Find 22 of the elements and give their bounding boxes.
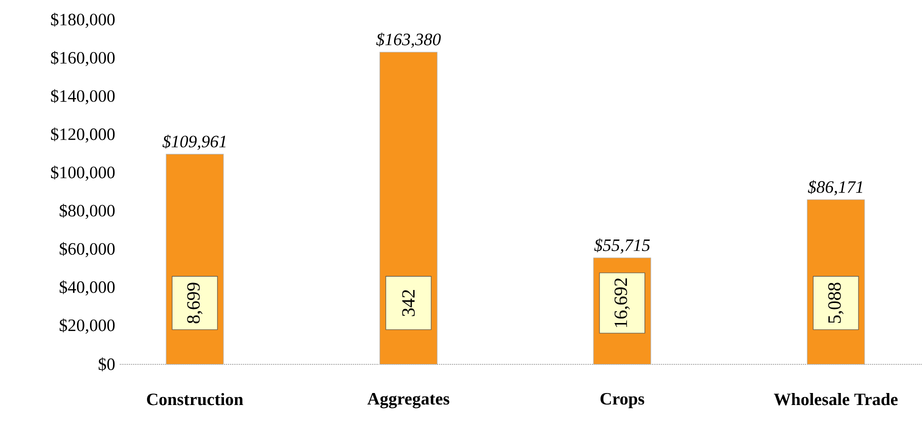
y-tick-label: $40,000	[60, 280, 115, 296]
annotation: 16,692	[614, 278, 630, 328]
y-tick-label: $140,000	[51, 89, 115, 104]
y-tick-label: $20,000	[60, 318, 115, 334]
data-label: $109,961	[162, 134, 226, 150]
y-tick-label: $180,000	[51, 12, 115, 28]
x-tick-label: Crops	[600, 393, 644, 408]
data-label: $163,380	[376, 32, 441, 48]
annotation: 8,699	[187, 282, 202, 324]
x-tick-label: Wholesale Trade	[774, 393, 898, 406]
x-tick-label: Construction	[147, 393, 244, 406]
x-tick-label: Aggregates	[367, 393, 450, 408]
y-tick-label: $0	[98, 357, 115, 372]
y-tick-label: $60,000	[60, 242, 115, 258]
y-tick-label: $80,000	[60, 204, 115, 220]
annotation: 342	[402, 290, 415, 316]
y-tick-label: $100,000	[51, 166, 115, 181]
y-tick-label: $120,000	[51, 127, 115, 143]
data-label: $86,171	[808, 180, 862, 196]
data-label: $55,715	[594, 238, 650, 254]
y-tick-label: $160,000	[51, 50, 115, 66]
annotation: 5,088	[828, 282, 844, 323]
